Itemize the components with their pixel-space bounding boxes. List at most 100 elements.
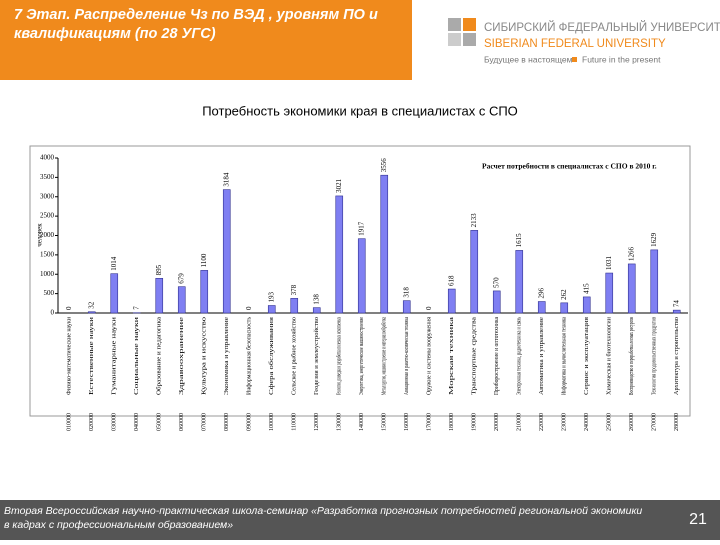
- code-label: 220000: [539, 413, 545, 431]
- bar: [358, 239, 365, 313]
- header-title-box: 7 Этап. Распределение Чз по ВЭД , уровня…: [14, 6, 404, 66]
- value-label: 318: [402, 287, 410, 298]
- code-label: 080000: [224, 413, 230, 431]
- code-label: 240000: [584, 413, 590, 431]
- logo-square: [463, 18, 476, 31]
- code-label: 230000: [562, 413, 568, 431]
- code-label: 120000: [314, 413, 320, 431]
- value-label: 415: [582, 283, 590, 294]
- value-label: 0: [425, 306, 433, 310]
- logo: СИБИРСКИЙ ФЕДЕРАЛЬНЫЙ УНИВЕРСИТЕТ SIBERI…: [448, 18, 720, 64]
- motto-en: Future in the present: [582, 54, 661, 64]
- code-label: 270000: [652, 413, 658, 431]
- x-tick-label: Геодезия и землеустройство: [313, 317, 320, 395]
- bar: [651, 250, 658, 313]
- bar: [538, 302, 545, 313]
- value-label: 1100: [200, 253, 208, 267]
- header-title: 7 Этап. Распределение Чз по ВЭД , уровня…: [14, 6, 404, 44]
- logo-square: [448, 33, 461, 46]
- y-axis-label: человек: [36, 223, 44, 247]
- code-label: 170000: [427, 413, 433, 431]
- value-label: 138: [312, 294, 320, 305]
- bar: [111, 274, 118, 313]
- value-label: 1031: [605, 256, 613, 271]
- value-label: 193: [267, 292, 275, 303]
- x-tick-label: Авиационная и ракетно-космическая техник…: [403, 317, 410, 395]
- value-label: 2133: [470, 213, 478, 228]
- bar: [471, 230, 478, 313]
- x-tick-label: Гуманитарные науки: [111, 316, 118, 395]
- value-label: 74: [672, 300, 680, 308]
- y-tick-label: 500: [44, 289, 55, 297]
- code-label: 060000: [179, 413, 185, 431]
- code-label: 150000: [382, 413, 388, 431]
- x-tick-label: Физико-математические науки: [66, 317, 73, 395]
- y-tick-label: 0: [51, 309, 55, 317]
- code-label: 180000: [449, 413, 455, 431]
- code-label: 100000: [269, 413, 275, 431]
- x-tick-label: Образование и педагогика: [156, 317, 163, 395]
- code-label: 160000: [404, 413, 410, 431]
- bar: [403, 301, 410, 313]
- code-label: 140000: [359, 413, 365, 431]
- value-label: 262: [560, 289, 568, 300]
- value-label: 3184: [222, 172, 230, 187]
- code-label: 190000: [472, 413, 478, 431]
- bar: [628, 264, 635, 313]
- code-label: 280000: [674, 413, 680, 431]
- code-label: 040000: [134, 413, 140, 431]
- x-tick-label: Приборостроение и оптотехника: [493, 317, 500, 395]
- code-label: 260000: [629, 413, 635, 431]
- value-label: 3021: [335, 178, 343, 193]
- x-tick-label: Сервис и эксплуатация: [583, 317, 590, 395]
- x-tick-label: Естественные науки: [88, 316, 95, 395]
- x-tick-label: Электронная техника, радиотехника и связ…: [516, 317, 523, 395]
- motto-dot: [572, 57, 577, 62]
- value-label: 1629: [650, 232, 658, 247]
- bar: [291, 298, 298, 313]
- value-label: 378: [290, 284, 298, 295]
- logo-square: [448, 18, 461, 31]
- code-label: 110000: [292, 413, 298, 431]
- x-tick-label: Транспортные средства: [471, 317, 478, 395]
- logo-en: SIBERIAN FEDERAL UNIVERSITY: [484, 38, 666, 50]
- code-label: 250000: [607, 413, 613, 431]
- value-label: 1917: [357, 221, 365, 236]
- bar: [516, 250, 523, 313]
- code-label: 020000: [89, 413, 95, 431]
- code-label: 070000: [202, 413, 208, 431]
- x-tick-label: Здравоохранение: [178, 317, 185, 395]
- x-tick-label: Архитектура и строительство: [673, 317, 680, 395]
- code-label: 200000: [494, 413, 500, 431]
- x-tick-label: Металлургия, машиностроение и материалоо…: [381, 317, 388, 395]
- value-label: 1615: [515, 233, 523, 248]
- value-label: 1266: [627, 246, 635, 261]
- motto-ru: Будущее в настоящем: [484, 54, 573, 64]
- x-tick-label: Воспроизводство и переработка лесных рес…: [628, 317, 635, 395]
- code-label: 210000: [517, 413, 523, 431]
- bar: [583, 297, 590, 313]
- bar: [673, 310, 680, 313]
- bar: [381, 175, 388, 313]
- bar: [268, 306, 275, 313]
- bar: [493, 291, 500, 313]
- y-tick-label: 3000: [40, 192, 55, 200]
- value-label: 679: [177, 273, 185, 284]
- chart-title: Расчет потребности в специалистах с СПО …: [482, 162, 657, 171]
- page-number: 21: [689, 511, 707, 528]
- x-tick-label: Социальные науки: [133, 316, 140, 395]
- logo-square: [463, 33, 476, 46]
- x-tick-label: Автоматика и управление: [538, 317, 545, 395]
- bar: [448, 289, 455, 313]
- value-label: 895: [155, 264, 163, 275]
- x-tick-label: Сфера обслуживания: [268, 317, 275, 395]
- value-label: 1014: [110, 256, 118, 271]
- y-tick-label: 4000: [40, 154, 55, 162]
- bar: [606, 273, 613, 313]
- y-tick-label: 3500: [40, 173, 55, 181]
- bar: [156, 278, 163, 313]
- y-tick-label: 1000: [40, 270, 55, 278]
- value-label: 296: [537, 288, 545, 299]
- value-label: 3556: [380, 158, 388, 173]
